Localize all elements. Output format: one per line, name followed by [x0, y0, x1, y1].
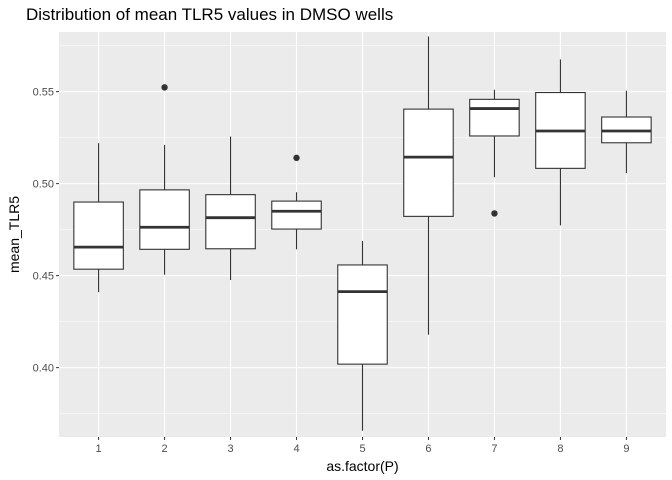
box [139, 189, 190, 250]
y-tick-label: 0.45 [33, 271, 54, 283]
y-axis-title: mean_TLR5 [6, 196, 22, 273]
box-group-6 [403, 36, 454, 335]
box [403, 108, 454, 217]
box [469, 98, 520, 137]
box-group-8 [535, 59, 586, 226]
x-tick-label: 6 [425, 443, 431, 455]
box-group-7 [469, 89, 520, 217]
boxes [73, 36, 652, 431]
box-group-1 [73, 143, 124, 293]
outlier-point [491, 210, 498, 217]
y-tick-label: 0.50 [33, 179, 54, 191]
x-tick-label: 2 [162, 443, 168, 455]
box [271, 200, 322, 230]
box-group-2 [139, 84, 190, 275]
box-group-5 [337, 241, 388, 431]
x-tick-label: 7 [491, 443, 497, 455]
x-tick-label: 9 [623, 443, 629, 455]
y-tick-label: 0.55 [33, 87, 54, 99]
box-group-9 [601, 90, 652, 173]
outlier-point [293, 154, 300, 162]
y-tick-label: 0.40 [33, 363, 54, 375]
box [73, 201, 124, 270]
box [205, 194, 256, 250]
x-axis-title: as.factor(P) [326, 458, 398, 474]
x-tick-label: 5 [359, 443, 365, 455]
x-tick-label: 3 [227, 443, 233, 455]
x-tick-label: 4 [293, 443, 299, 455]
axes: 0.40 0.45 0.50 0.55 1 2 3 4 5 6 7 8 9 [33, 87, 630, 455]
chart-title: Distribution of mean TLR5 values in DMSO… [26, 5, 393, 24]
x-tick-label: 8 [557, 443, 563, 455]
box-group-4 [271, 154, 322, 250]
outlier-point [161, 84, 168, 91]
x-tick-label: 1 [96, 443, 102, 455]
box-group-3 [205, 136, 256, 281]
box [337, 264, 388, 365]
